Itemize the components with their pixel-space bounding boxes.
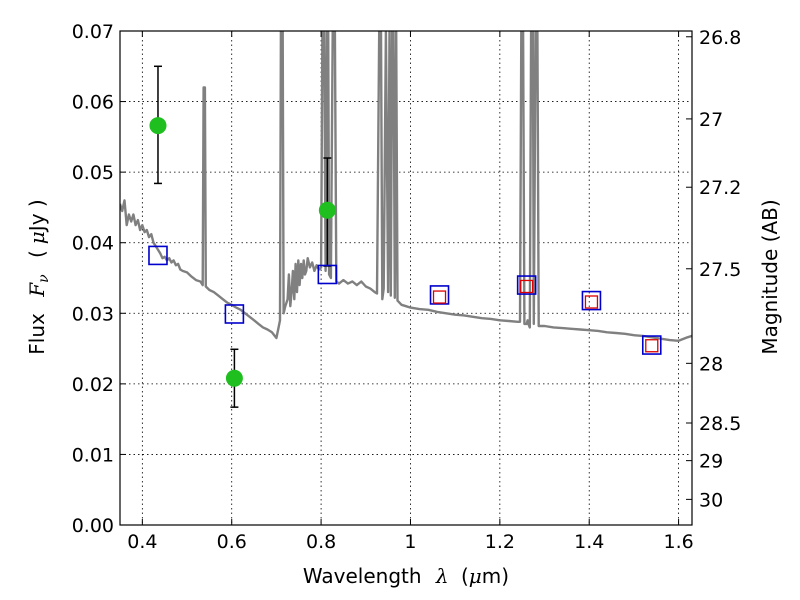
synthetic-band-point <box>432 290 447 304</box>
x-axis-title-symbol: λ <box>435 564 449 588</box>
model-band-point <box>516 275 537 295</box>
y2-tick-label: 27.2 <box>699 177 741 199</box>
y-axis-title-symbol: F <box>25 282 49 298</box>
y2-tick-label: 27 <box>699 109 723 131</box>
model-spectrum-line <box>120 31 692 342</box>
synthetic-band-point <box>584 295 599 309</box>
model-band-point <box>317 264 338 285</box>
y-axis-title-open: ( <box>25 250 49 258</box>
model-band-point <box>148 245 168 266</box>
y-axis-title-unit: Jy ) <box>25 199 49 233</box>
synthetic-band-point <box>520 279 534 294</box>
y2-tick-label: 27.5 <box>699 259 741 281</box>
y-tick-label: 0.00 <box>72 515 114 537</box>
y-tick-label: 0.04 <box>72 233 114 255</box>
x-tick-label: 1.2 <box>485 531 515 553</box>
y2-tick-label: 26.8 <box>699 27 741 49</box>
axis-ticks: 0.4 0.6 0.8 1 1.2 1.4 1.6 0.00 0.01 0.02 0.03 0.04 0… <box>72 21 742 553</box>
x-axis-title-open: ( <box>461 564 469 588</box>
y2-tick-label: 28.5 <box>699 413 741 435</box>
y-tick-label: 0.03 <box>72 303 114 325</box>
observed-point <box>149 117 167 135</box>
y2-tick-label: 28 <box>699 353 723 375</box>
y-axis-title-subscript: ν <box>36 274 52 283</box>
model-band-point <box>641 335 662 355</box>
x-axis-title-prefix: Wavelength <box>303 564 422 588</box>
y-tick-label: 0.05 <box>72 162 114 184</box>
x-axis-title-unit: m) <box>482 564 509 588</box>
model-band-point <box>224 304 245 324</box>
y-tick-label: 0.06 <box>72 92 114 114</box>
y-axis-title-prefix: Flux <box>25 313 49 355</box>
x-axis-title: Wavelength λ (μm) <box>303 564 509 588</box>
y-axis-title: Flux Fν ( μJy ) <box>25 199 53 354</box>
y2-tick-label: 29 <box>699 451 723 473</box>
x-tick-label: 0.6 <box>217 531 247 553</box>
y-tick-label: 0.02 <box>72 374 114 396</box>
x-axis-title-mu: μ <box>469 564 482 588</box>
observed-point <box>225 369 243 387</box>
observed-point <box>318 201 336 219</box>
x-tick-label: 1.6 <box>663 531 693 553</box>
x-tick-label: 1 <box>404 531 416 553</box>
plot-content <box>120 31 692 408</box>
y2-axis-title: Magnitude (AB) <box>758 199 782 354</box>
model-band-point <box>581 290 602 311</box>
x-tick-label: 0.8 <box>306 531 336 553</box>
y-tick-label: 0.07 <box>72 21 114 43</box>
plot-frame <box>119 30 693 526</box>
x-tick-label: 0.4 <box>127 531 157 553</box>
synthetic-band-point <box>645 339 659 353</box>
x-tick-label: 1.4 <box>574 531 604 553</box>
y-tick-label: 0.01 <box>72 444 114 466</box>
plot-area <box>120 31 692 408</box>
model-band-point <box>429 285 450 305</box>
y2-tick-label: 30 <box>699 489 723 511</box>
y-axis-title-mu: μ <box>25 231 49 244</box>
